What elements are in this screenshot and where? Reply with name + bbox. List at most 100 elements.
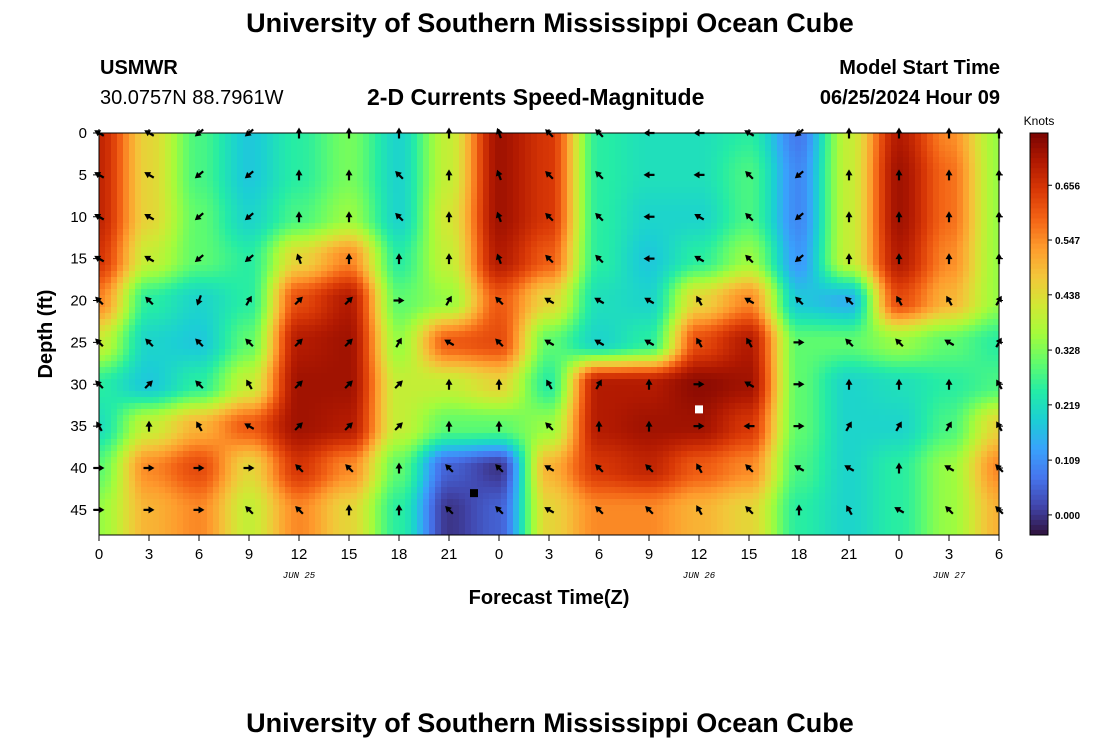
vector-arrow [895, 169, 903, 181]
vector-arrow [445, 295, 452, 306]
vector-arrow-head [744, 381, 752, 388]
vector-arrow [545, 129, 554, 138]
vector-arrow-head [346, 296, 353, 304]
vector-arrow-head [645, 464, 652, 471]
vector-arrow [144, 380, 153, 389]
vector-arrow-head [746, 337, 753, 345]
x-tick-label: 0 [95, 546, 103, 563]
vector-arrow [445, 464, 454, 473]
vector-arrow-head [445, 464, 452, 471]
vector-arrow [495, 505, 504, 515]
vector-arrow-head [495, 169, 503, 177]
vector-arrow-head [845, 296, 852, 304]
vector-arrow-head [98, 464, 105, 472]
vector-arrow-head [645, 505, 652, 513]
vector-arrow-head [495, 338, 502, 346]
vector-arrow-head [895, 378, 903, 385]
vector-arrow-head [845, 378, 853, 385]
vector-arrow-head [495, 296, 502, 304]
vector-arrow [194, 254, 204, 263]
vector-arrow [845, 378, 853, 390]
vector-arrow-head [345, 211, 353, 218]
colorbar-segment [1030, 424, 1048, 430]
colorbar-segment [1030, 223, 1048, 229]
vector-arrow [693, 422, 705, 430]
colorbar-segment [1030, 354, 1048, 360]
vector-arrow-head [244, 255, 252, 263]
vector-arrow-head [643, 255, 650, 263]
colorbar-segment [1030, 484, 1048, 491]
colorbar-tick-label: 0.000 [1055, 511, 1080, 522]
vector-arrow [743, 422, 755, 430]
y-tick-label: 10 [70, 209, 87, 226]
colorbar-segment [1030, 369, 1048, 375]
vector-arrow-head [148, 464, 155, 472]
vector-arrow-head [794, 213, 802, 221]
vector-arrow [195, 294, 203, 306]
vector-arrow [945, 211, 953, 223]
vector-arrow-head [894, 507, 902, 514]
vector-arrow [595, 254, 604, 264]
vector-arrow-head [743, 422, 750, 430]
vector-arrow-head [296, 380, 303, 388]
vector-arrow [643, 213, 655, 221]
colorbar-segment [1030, 233, 1048, 240]
vector-arrow [946, 295, 953, 306]
vector-arrow [344, 422, 353, 431]
x-tick-label: 3 [145, 546, 153, 563]
colorbar-segment [1030, 449, 1048, 456]
vector-arrow-head [895, 169, 903, 176]
vector-arrow [345, 464, 354, 473]
colorbar-segment [1030, 188, 1048, 194]
vector-arrow [344, 338, 353, 348]
vector-arrow-head [696, 463, 703, 471]
colorbar-segment [1030, 243, 1048, 250]
colorbar-segment [1030, 334, 1048, 340]
colorbar-segment [1030, 238, 1048, 245]
vector-arrow-head [946, 295, 953, 303]
vector-arrow [745, 505, 754, 515]
vector-arrow-head [295, 253, 303, 261]
vector-arrow [794, 212, 804, 221]
colorbar-segment [1030, 454, 1048, 461]
vector-arrow [245, 505, 254, 515]
vector-arrow [194, 170, 204, 179]
colorbar-segment [1030, 359, 1048, 365]
vector-arrow [744, 297, 755, 305]
vector-arrow-head [845, 211, 853, 218]
vector-arrow [745, 254, 754, 264]
vector-arrow [444, 339, 455, 347]
vector-arrow [644, 339, 655, 347]
colorbar-segment [1030, 379, 1048, 385]
vector-arrow-head [194, 171, 202, 179]
vector-arrow-head [95, 338, 102, 346]
vector-arrow-head [396, 422, 403, 429]
vector-arrow [795, 296, 804, 306]
vector-arrow [844, 465, 855, 472]
vector-arrow [696, 295, 703, 306]
colorbar-segment [1030, 263, 1048, 270]
vector-arrow [445, 253, 453, 265]
vector-arrow [144, 255, 155, 263]
x-tick-label: 6 [595, 546, 603, 563]
colorbar-segment [1030, 308, 1048, 315]
y-tick-label: 20 [70, 293, 87, 310]
colorbar-segment [1030, 339, 1048, 345]
vector-arrow-head [643, 213, 650, 221]
colorbar-segment [1030, 529, 1048, 536]
current-vectors [93, 127, 1004, 516]
vector-arrow-head [595, 379, 602, 387]
colorbar-segment [1030, 313, 1048, 320]
vector-arrow [394, 380, 403, 389]
vector-arrow [195, 338, 204, 348]
vector-arrow-head [794, 465, 802, 472]
vector-arrow [595, 212, 604, 222]
vector-arrow [794, 465, 805, 472]
colorbar-segment [1030, 323, 1048, 330]
vector-arrow [945, 505, 954, 515]
vector-arrow-head [895, 338, 902, 346]
colorbar-segment [1030, 459, 1048, 466]
vector-arrow [595, 420, 603, 432]
colorbar-segment [1030, 509, 1048, 516]
vector-arrow [245, 338, 254, 348]
